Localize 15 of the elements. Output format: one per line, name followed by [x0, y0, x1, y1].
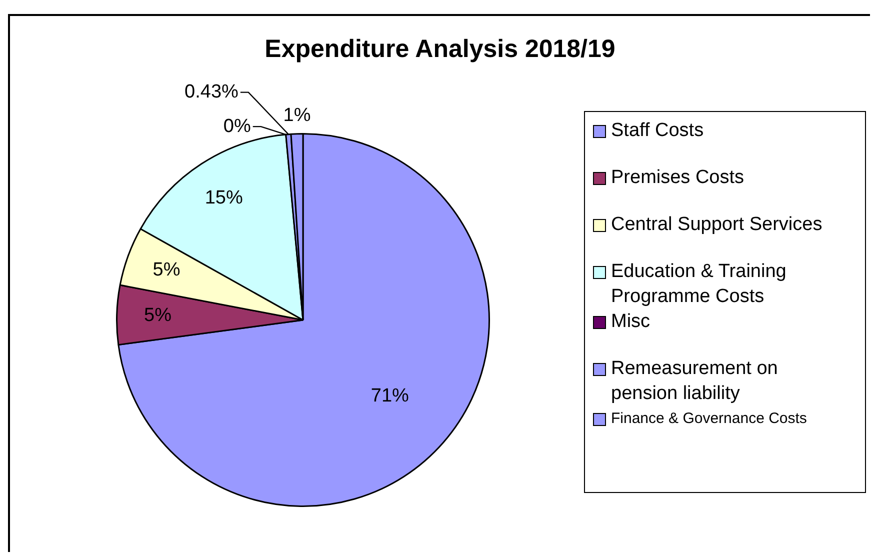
legend-label: Education & Training Programme Costs [611, 260, 788, 309]
text: 0% [223, 116, 251, 137]
data-label: 0.43% [184, 82, 239, 103]
legend-label: Premises Costs [611, 166, 744, 190]
legend-label: Finance & Governance Costs [611, 409, 807, 429]
chart-title: Expenditure Analysis 2018/19 [264, 35, 616, 64]
data-label: 1% [283, 105, 311, 126]
data-label: 5% [152, 259, 180, 280]
legend-label: Central Support Services [611, 213, 822, 237]
data-label: 71% [370, 385, 410, 406]
legend-label: Staff Costs [611, 119, 704, 143]
legend-label: Remeasurement on pension liability [611, 357, 779, 406]
data-label: 15% [204, 187, 244, 208]
legend-label: Misc [611, 310, 650, 334]
data-label: 5% [144, 305, 172, 326]
